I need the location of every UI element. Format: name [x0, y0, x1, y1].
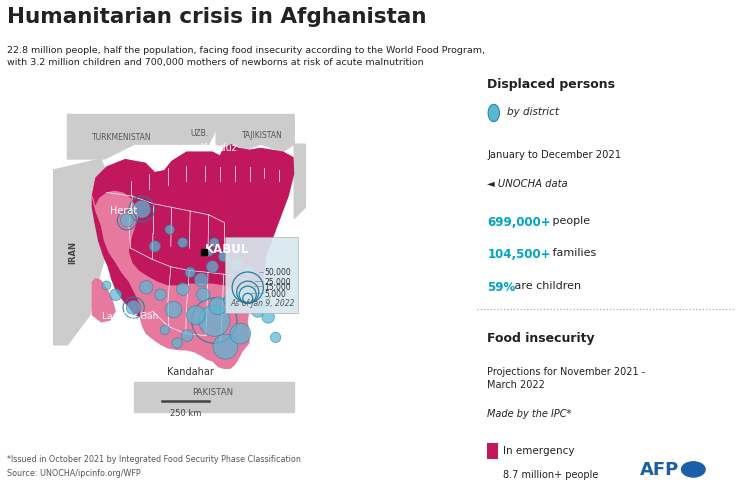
Circle shape — [270, 332, 281, 343]
Circle shape — [186, 306, 205, 325]
Text: Herat: Herat — [110, 206, 138, 216]
Text: 50,000: 50,000 — [264, 268, 291, 277]
Circle shape — [244, 267, 254, 276]
Circle shape — [194, 273, 208, 287]
Circle shape — [224, 293, 238, 308]
Circle shape — [140, 281, 153, 294]
Circle shape — [210, 239, 219, 248]
Text: people: people — [550, 215, 590, 225]
Circle shape — [149, 241, 160, 252]
Circle shape — [209, 297, 227, 315]
Text: 250 km: 250 km — [169, 408, 201, 417]
Polygon shape — [216, 115, 294, 152]
Text: 699,000+: 699,000+ — [487, 215, 551, 228]
Text: by district: by district — [506, 107, 559, 117]
Polygon shape — [92, 197, 140, 317]
Bar — [487, 443, 498, 459]
Text: TURKMENISTAN: TURKMENISTAN — [91, 133, 151, 142]
Circle shape — [177, 283, 189, 296]
Text: Displaced persons: Displaced persons — [487, 78, 615, 91]
Polygon shape — [92, 145, 294, 293]
Circle shape — [206, 261, 219, 273]
Text: 104,500+: 104,500+ — [487, 248, 551, 261]
Circle shape — [255, 283, 267, 295]
Circle shape — [199, 305, 230, 337]
Circle shape — [488, 105, 500, 122]
Circle shape — [155, 289, 166, 301]
Text: families: families — [550, 248, 597, 258]
Text: KABUL: KABUL — [205, 243, 250, 256]
Polygon shape — [294, 145, 305, 219]
Circle shape — [251, 305, 264, 318]
Circle shape — [127, 301, 141, 315]
Text: 8.7 million+ people: 8.7 million+ people — [503, 469, 598, 480]
Circle shape — [102, 282, 111, 290]
Text: ◄ UNOCHA data: ◄ UNOCHA data — [487, 179, 568, 189]
Text: Source: UNOCHA/ipcinfo.org/WFP: Source: UNOCHA/ipcinfo.org/WFP — [7, 468, 141, 477]
Text: 5,000: 5,000 — [264, 289, 286, 298]
Text: January to December 2021: January to December 2021 — [487, 149, 621, 159]
Circle shape — [259, 297, 270, 308]
Text: TAJIKISTAN: TAJIKISTAN — [242, 131, 283, 140]
Circle shape — [185, 267, 195, 278]
Polygon shape — [135, 382, 294, 412]
Text: UZB.: UZB. — [191, 129, 208, 138]
Text: *Issued in October 2021 by Integrated Food Security Phase Classification: *Issued in October 2021 by Integrated Fo… — [7, 454, 301, 463]
Circle shape — [262, 311, 275, 324]
Text: 59%: 59% — [487, 280, 515, 293]
Circle shape — [133, 201, 151, 219]
Text: 15,000: 15,000 — [264, 282, 291, 291]
Text: AFP: AFP — [640, 461, 679, 478]
Polygon shape — [186, 115, 216, 145]
Circle shape — [197, 288, 210, 302]
Text: Kandahar: Kandahar — [167, 366, 213, 376]
Circle shape — [165, 302, 182, 318]
Circle shape — [172, 338, 183, 348]
Text: Kunduz: Kunduz — [201, 142, 237, 152]
Circle shape — [213, 334, 238, 360]
Text: Made by the IPC*: Made by the IPC* — [487, 408, 572, 418]
Circle shape — [205, 248, 213, 257]
Circle shape — [231, 260, 242, 271]
Text: PAKISTAN: PAKISTAN — [192, 387, 233, 396]
Circle shape — [121, 214, 134, 227]
Polygon shape — [92, 145, 294, 369]
Circle shape — [181, 330, 193, 342]
Text: Food insecurity: Food insecurity — [487, 331, 595, 345]
Text: As of Jan 9, 2022: As of Jan 9, 2022 — [230, 298, 295, 307]
Text: IRAN: IRAN — [68, 241, 77, 264]
Text: Humanitarian crisis in Afghanistan: Humanitarian crisis in Afghanistan — [7, 7, 427, 27]
Circle shape — [165, 225, 174, 235]
FancyBboxPatch shape — [225, 238, 298, 314]
Polygon shape — [53, 160, 112, 345]
Text: In emergency: In emergency — [503, 445, 574, 455]
Circle shape — [238, 287, 254, 303]
Circle shape — [219, 252, 229, 262]
Text: 25,000: 25,000 — [264, 277, 291, 286]
Polygon shape — [68, 115, 186, 160]
Circle shape — [110, 289, 121, 301]
Polygon shape — [92, 278, 116, 323]
Text: Projections for November 2021 -
March 2022: Projections for November 2021 - March 20… — [487, 366, 645, 389]
Circle shape — [178, 238, 188, 248]
Circle shape — [230, 324, 251, 345]
Text: are children: are children — [511, 280, 581, 290]
Text: 22.8 million people, half the population, facing food insecurity according to th: 22.8 million people, half the population… — [7, 46, 485, 67]
Text: Lashkar Gah: Lashkar Gah — [102, 312, 158, 321]
Circle shape — [160, 325, 169, 335]
